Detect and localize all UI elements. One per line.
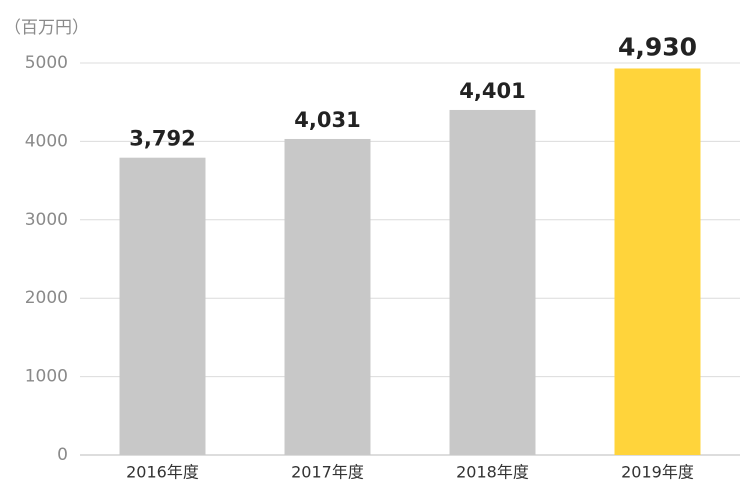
y-axis-label: （百万円） bbox=[4, 18, 89, 38]
y-tick-label: 5000 bbox=[25, 53, 68, 73]
y-tick-label: 1000 bbox=[25, 367, 68, 387]
y-tick-label: 4000 bbox=[25, 131, 68, 151]
y-tick-label: 0 bbox=[57, 445, 68, 465]
x-tick-label: 2016年度 bbox=[126, 463, 199, 482]
y-tick-label: 2000 bbox=[25, 288, 68, 308]
data-label: 4,930 bbox=[618, 32, 697, 61]
data-label: 4,031 bbox=[294, 108, 360, 132]
bar bbox=[119, 157, 206, 455]
x-tick-label: 2019年度 bbox=[621, 463, 694, 482]
bar bbox=[449, 109, 536, 455]
data-label: 4,401 bbox=[459, 79, 525, 103]
bar bbox=[284, 138, 371, 455]
x-tick-label: 2017年度 bbox=[291, 463, 364, 482]
data-label: 3,792 bbox=[129, 127, 195, 151]
bar bbox=[614, 68, 701, 455]
x-tick-label: 2018年度 bbox=[456, 463, 529, 482]
y-tick-label: 3000 bbox=[25, 210, 68, 230]
